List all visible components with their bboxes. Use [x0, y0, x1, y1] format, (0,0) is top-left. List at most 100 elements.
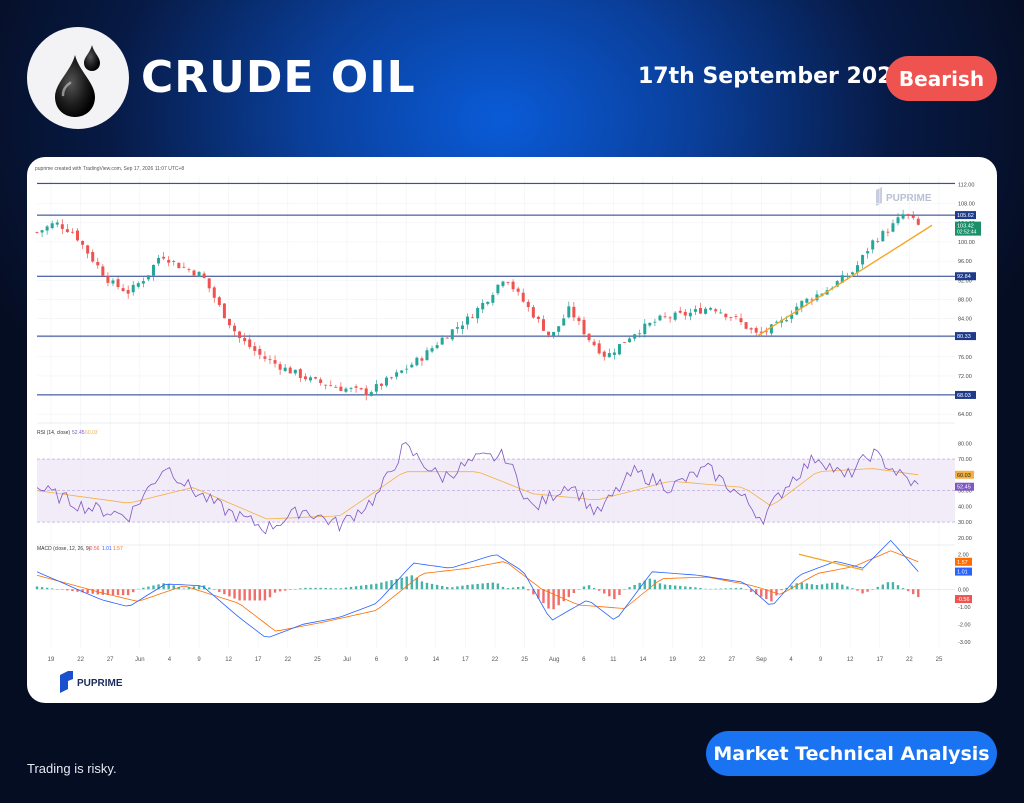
- macd-histogram-bar: [861, 589, 864, 594]
- macd-histogram-bar: [162, 583, 165, 590]
- candle-body: [729, 317, 733, 318]
- candle-body: [445, 337, 449, 339]
- candle-body: [319, 379, 323, 383]
- macd-histogram-bar: [917, 589, 920, 598]
- candle-body: [253, 346, 257, 351]
- page-title: CRUDE OIL: [141, 52, 416, 103]
- x-tick-label: 12: [225, 657, 232, 663]
- macd-histogram-bar: [177, 586, 181, 590]
- level-label: 105.62: [957, 213, 974, 219]
- macd-histogram-bar: [714, 588, 717, 590]
- macd-histogram-bar: [673, 585, 677, 590]
- macd-histogram-bar: [91, 589, 94, 594]
- last-price-label: 103.42: [957, 224, 974, 230]
- chart-watermark: PUPRIME: [876, 187, 932, 206]
- macd-value-box: [955, 557, 972, 566]
- rsi-value-box: [955, 482, 974, 491]
- macd-histogram-bar: [643, 580, 646, 590]
- candle-body: [901, 214, 905, 219]
- macd-histogram-bar: [152, 585, 155, 590]
- chart-credit: puprime created with TradingView.com, Se…: [35, 166, 184, 172]
- macd-histogram-bar: [456, 586, 459, 590]
- macd-histogram-bar: [344, 587, 348, 590]
- macd-histogram-bar: [851, 588, 854, 590]
- candle-body: [460, 325, 464, 330]
- rsi-legend: RSI (14, close): [37, 430, 70, 436]
- macd-histogram-bar: [86, 589, 89, 594]
- rsi-legend-value: 52.45: [72, 430, 85, 436]
- candle-body: [471, 317, 475, 319]
- macd-histogram-bar: [121, 589, 125, 596]
- candle-body: [390, 377, 394, 379]
- macd-histogram-bar: [446, 586, 449, 590]
- candle-body: [425, 350, 429, 361]
- macd-histogram-bar: [906, 589, 910, 592]
- candle-body: [850, 272, 854, 275]
- level-label-box: [955, 211, 976, 220]
- candle-body: [602, 351, 606, 357]
- candle-body: [617, 344, 621, 355]
- x-tick-label: 11: [610, 657, 617, 663]
- level-label-box: [955, 272, 976, 281]
- macd-histogram-bar: [359, 585, 363, 590]
- macd-histogram-bar: [106, 589, 110, 595]
- footer-brand: PUPRIME: [60, 671, 123, 693]
- candle-body: [739, 318, 743, 323]
- macd-histogram-bar: [891, 582, 895, 590]
- candle-body: [151, 264, 155, 276]
- candle-body: [638, 333, 642, 335]
- candle-body: [714, 309, 718, 312]
- footer-brand-text: PUPRIME: [77, 678, 123, 689]
- candle-body: [597, 343, 601, 354]
- candle-body: [526, 301, 530, 308]
- candle-body: [891, 223, 895, 232]
- crude-oil-logo: [27, 27, 129, 129]
- candle-body: [182, 266, 186, 268]
- price-tick-label: 108.00: [958, 202, 975, 208]
- candle-body: [364, 388, 368, 396]
- macd-histogram-bar: [395, 578, 398, 590]
- macd-histogram-bar: [486, 583, 489, 590]
- candle-body: [861, 255, 865, 265]
- macd-histogram-bar: [425, 582, 429, 590]
- candle-body: [744, 322, 748, 329]
- macd-histogram-bar: [547, 589, 550, 609]
- candle-body: [263, 356, 267, 359]
- market-analysis-button[interactable]: Market Technical Analysis: [706, 731, 997, 776]
- macd-histogram-bar: [45, 587, 49, 590]
- macd-histogram-bar: [258, 589, 262, 601]
- macd-histogram-bar: [304, 587, 307, 590]
- candle-body: [531, 307, 535, 318]
- level-label: 68.03: [957, 393, 971, 399]
- level-label: 80.33: [957, 334, 971, 340]
- candle-body: [70, 231, 74, 233]
- macd-histogram-bar: [187, 587, 191, 590]
- macd-histogram-bar: [694, 587, 697, 590]
- macd-histogram-bar: [101, 589, 105, 595]
- candle-body: [76, 230, 80, 241]
- macd-signal-line: [36, 550, 919, 632]
- rsi-value-box: [955, 470, 974, 479]
- candle-body: [450, 329, 454, 340]
- macd-histogram-bar: [775, 589, 778, 596]
- macd-histogram-bar: [71, 589, 74, 592]
- candle-body: [217, 297, 221, 305]
- macd-histogram-bar: [137, 588, 140, 590]
- x-tick-label: 14: [432, 657, 439, 663]
- level-label-box: [955, 390, 976, 399]
- macd-histogram-bar: [663, 584, 667, 590]
- candle-body: [222, 303, 226, 319]
- macd-histogram-bar: [592, 587, 596, 590]
- macd-histogram-bar: [734, 588, 738, 590]
- candle-body: [511, 281, 515, 290]
- watermark-text: PUPRIME: [886, 193, 932, 204]
- report-date: 17th September 2026: [638, 64, 908, 89]
- macd-histogram-bar: [744, 589, 748, 590]
- macd-histogram-bar: [142, 587, 145, 590]
- macd-histogram-bar: [218, 589, 221, 592]
- macd-histogram-bar: [299, 588, 302, 590]
- price-tick-label: 92.00: [958, 278, 972, 284]
- macd-histogram-bar: [208, 587, 211, 590]
- macd-histogram-bar: [755, 589, 758, 595]
- macd-histogram-bar: [192, 586, 196, 590]
